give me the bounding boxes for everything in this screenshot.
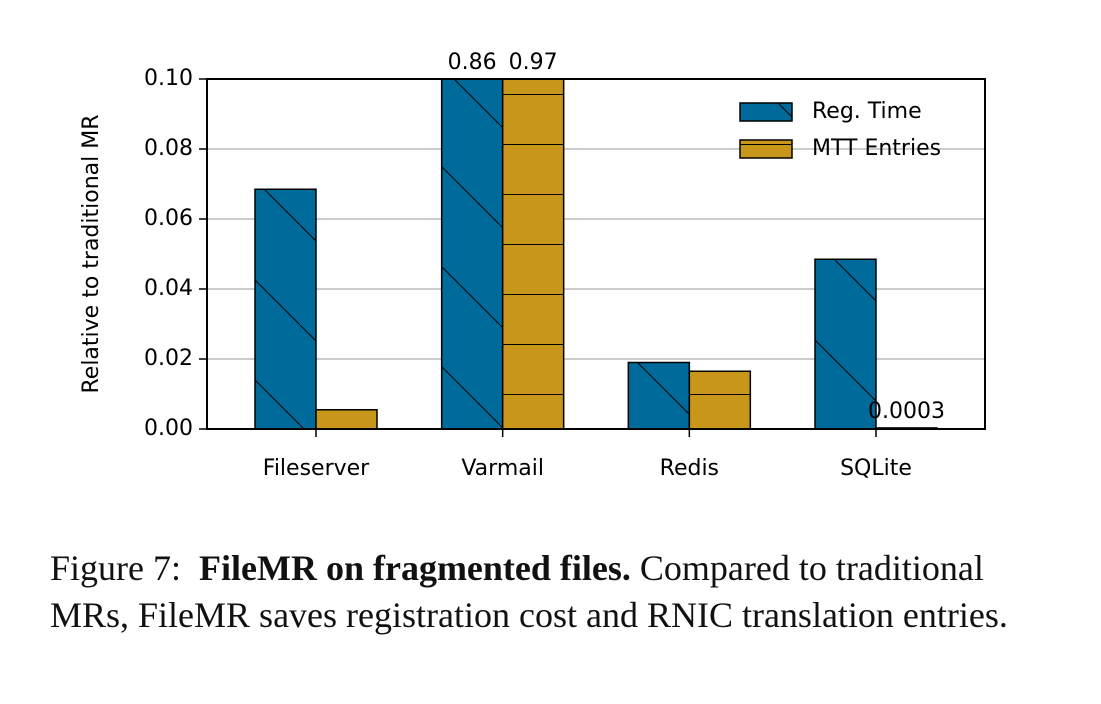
x-tick-label: Redis [660, 456, 719, 481]
y-tick-label: 0.02 [144, 346, 193, 371]
chart: Relative to traditional MR 0.00 0.02 0.04 0… [79, 50, 986, 481]
x-tick-label: Fileserver [263, 456, 370, 481]
plot-frame [206, 78, 986, 430]
bar [315, 409, 378, 429]
bar [440, 79, 504, 429]
bar [688, 370, 752, 429]
y-tick-label: 0.00 [144, 416, 193, 441]
caption-label: Figure 7: [50, 548, 181, 588]
bar [627, 361, 691, 429]
y-tick-label: 0.10 [144, 66, 193, 91]
value-label: 0.0003 [868, 399, 945, 424]
bars [254, 79, 938, 429]
y-tick-label: 0.08 [144, 136, 193, 161]
value-label: 0.86 [448, 50, 497, 75]
caption-title: FileMR on fragmented files. [199, 548, 631, 588]
legend-swatch [739, 102, 793, 122]
bar [254, 188, 317, 429]
legend-swatch [739, 139, 793, 159]
y-tick-label: 0.06 [144, 206, 193, 231]
bar [814, 258, 877, 429]
value-label: 0.97 [509, 50, 558, 75]
x-tick-label: SQLite [840, 456, 912, 481]
legend-label: Reg. Time [812, 99, 922, 124]
caption-text: Compared to traditional MRs, FileMR save… [50, 548, 1008, 635]
y-axis-label: Relative to traditional MR [79, 114, 104, 393]
x-tick-label: Varmail [461, 456, 544, 481]
caption: Figure 7: FileMR on fragmented files. Co… [50, 545, 1050, 639]
y-tick-label: 0.04 [144, 276, 193, 301]
bar [501, 79, 565, 429]
legend-label: MTT Entries [812, 136, 941, 161]
